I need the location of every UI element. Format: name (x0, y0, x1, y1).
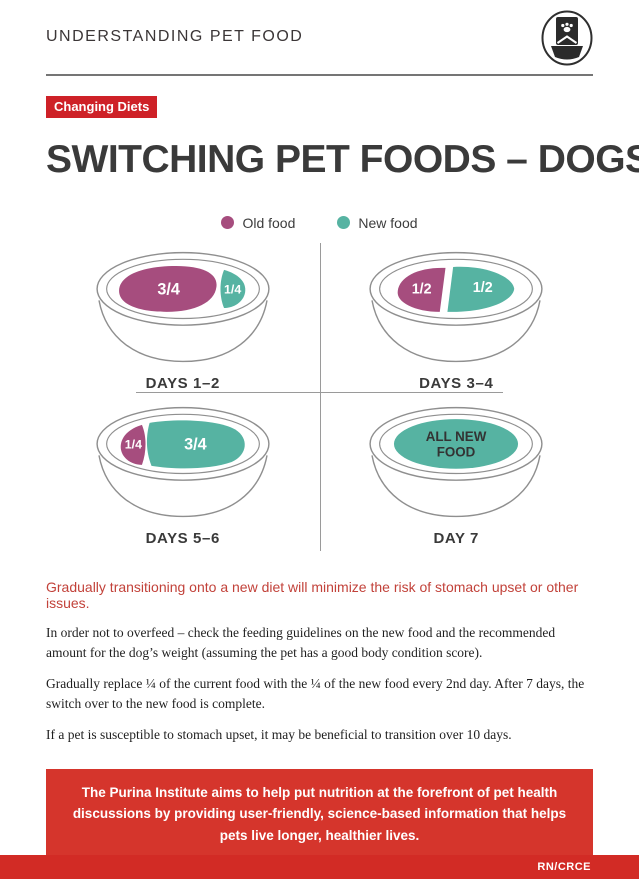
bowl-cell-days-5-6: 1/4 3/4 DAYS 5–6 (46, 396, 320, 551)
legend-item-old-food: Old food (221, 215, 295, 231)
legend-label-new: New food (358, 214, 418, 231)
purina-institute-callout: The Purina Institute aims to help put nu… (46, 768, 593, 860)
bowl-cell-day-7: ALL NEW FOOD DAY 7 (320, 396, 594, 551)
body-text: In order not to overfeed – check the fee… (46, 623, 593, 745)
new-portion-label: 1/4 (224, 283, 241, 297)
bowl-days-5-6-illustration: 1/4 3/4 (96, 406, 270, 518)
paragraph-overfeed: In order not to overfeed – check the fee… (46, 624, 556, 660)
old-portion-label: 1/4 (124, 438, 141, 452)
bowl-caption: DAYS 1–2 (145, 374, 220, 392)
header: UNDERSTANDING PET FOOD (46, 10, 593, 76)
footer-bar: RN/CRCE (0, 855, 639, 879)
paragraph-susceptible: If a pet is susceptible to stomach upset… (46, 727, 512, 743)
new-portion-label: 1/2 (473, 280, 493, 296)
new-food-dot-icon (337, 216, 351, 230)
legend: Old food New food (46, 215, 593, 231)
old-portion-label: 3/4 (157, 281, 180, 299)
bowl-caption: DAYS 3–4 (419, 374, 494, 392)
bowl-caption: DAY 7 (433, 529, 480, 547)
bowl-day-7-illustration: ALL NEW FOOD (369, 406, 543, 518)
bowl-days-3-4-illustration: 1/2 1/2 (369, 251, 543, 363)
highlight-sentence: Gradually transitioning onto a new diet … (46, 578, 579, 611)
legend-label-old: Old food (242, 214, 296, 231)
old-food-dot-icon (221, 216, 235, 230)
pet-food-bag-bowl-icon (541, 10, 593, 66)
horizontal-divider (136, 391, 503, 393)
section-badge: Changing Diets (46, 96, 158, 118)
footer-code: RN/CRCE (537, 861, 591, 873)
bowl-cell-days-1-2: 3/4 1/4 DAYS 1–2 (46, 241, 320, 396)
header-title: UNDERSTANDING PET FOOD (46, 28, 304, 45)
bowl-diagram: 3/4 1/4 DAYS 1–2 1/2 1/2 (46, 241, 593, 551)
bowl-caption: DAYS 5–6 (145, 529, 220, 547)
bowl-cell-days-3-4: 1/2 1/2 DAYS 3–4 (320, 241, 594, 396)
new-portion-label: 3/4 (184, 436, 207, 454)
page-title: SWITCHING PET FOODS – DOGS (46, 138, 639, 181)
legend-item-new-food: New food (337, 214, 418, 231)
vertical-divider (319, 242, 321, 551)
paragraph-replace: Gradually replace ¼ of the current food … (46, 676, 585, 711)
all-new-food-label-line2: FOOD (437, 444, 476, 459)
all-new-food-label-line1: ALL NEW (426, 429, 487, 444)
old-portion-label: 1/2 (412, 282, 432, 298)
bowl-days-1-2-illustration: 3/4 1/4 (96, 251, 270, 363)
